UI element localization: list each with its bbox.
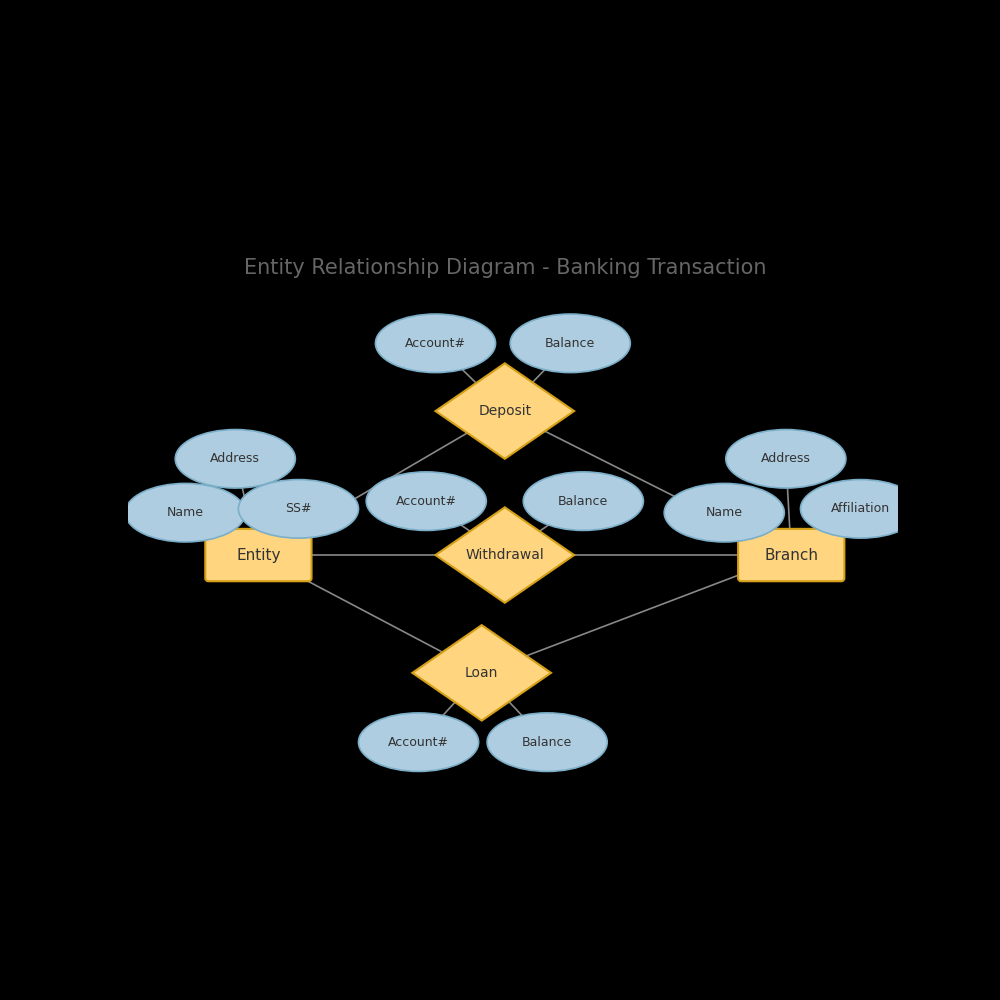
Ellipse shape <box>664 483 784 542</box>
FancyBboxPatch shape <box>205 529 312 581</box>
Text: Loan: Loan <box>465 666 498 680</box>
Ellipse shape <box>375 314 496 373</box>
Text: Entity: Entity <box>236 548 281 563</box>
Polygon shape <box>436 507 574 603</box>
Text: Withdrawal: Withdrawal <box>465 548 544 562</box>
Text: Entity Relationship Diagram - Banking Transaction: Entity Relationship Diagram - Banking Tr… <box>244 258 766 278</box>
Text: Branch: Branch <box>764 548 818 563</box>
Ellipse shape <box>125 483 245 542</box>
Ellipse shape <box>510 314 630 373</box>
Text: Address: Address <box>210 452 260 465</box>
Text: SS#: SS# <box>285 502 312 515</box>
FancyBboxPatch shape <box>738 529 844 581</box>
Ellipse shape <box>175 430 295 488</box>
Text: Name: Name <box>706 506 743 519</box>
Text: Balance: Balance <box>522 736 572 749</box>
Text: Address: Address <box>761 452 811 465</box>
Ellipse shape <box>800 480 921 538</box>
Text: Affiliation: Affiliation <box>831 502 890 515</box>
Ellipse shape <box>238 480 358 538</box>
Ellipse shape <box>366 472 486 530</box>
Text: Deposit: Deposit <box>478 404 531 418</box>
Polygon shape <box>412 625 551 721</box>
Text: Balance: Balance <box>558 495 608 508</box>
Text: Account#: Account# <box>405 337 466 350</box>
Polygon shape <box>436 363 574 459</box>
Ellipse shape <box>358 713 479 771</box>
Ellipse shape <box>726 430 846 488</box>
Text: Account#: Account# <box>396 495 457 508</box>
Text: Account#: Account# <box>388 736 449 749</box>
Ellipse shape <box>487 713 607 771</box>
Text: Name: Name <box>167 506 204 519</box>
Ellipse shape <box>523 472 643 530</box>
Text: Balance: Balance <box>545 337 595 350</box>
